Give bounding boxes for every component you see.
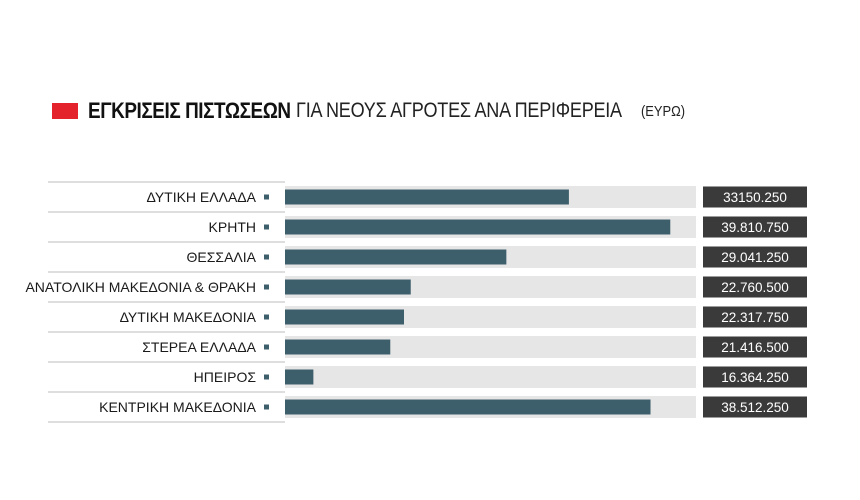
value-label: 29.041.250 xyxy=(721,250,789,265)
value-box xyxy=(703,246,807,268)
bar xyxy=(285,309,405,325)
title-rest: ΓΙΑ ΝΕΟΥΣ ΑΓΡΟΤΕΣ ΑΝΑ ΠΕΡΙΦΕΡΕΙΑ xyxy=(295,99,622,122)
value-box xyxy=(703,306,807,328)
bar xyxy=(285,399,651,415)
row-marker xyxy=(264,284,269,290)
category-label: ΚΕΝΤΡΙΚΗ ΜΑΚΕΔΟΝΙΑ xyxy=(99,399,257,415)
value-label: 16.364.250 xyxy=(721,370,789,385)
row-marker xyxy=(264,404,269,410)
bar-track xyxy=(285,366,696,388)
value-label: 33150.250 xyxy=(723,190,787,205)
title-bold: ΕΓΚΡΙΣΕΙΣ ΠΙΣΤΩΣΕΩΝ xyxy=(88,98,291,123)
value-box xyxy=(703,366,807,388)
value-box xyxy=(703,336,807,358)
bar xyxy=(285,369,314,385)
title-marker xyxy=(52,103,78,119)
row-marker xyxy=(264,194,269,200)
value-box xyxy=(703,396,807,418)
value-box xyxy=(703,186,807,208)
bar xyxy=(285,279,411,295)
value-label: 21.416.500 xyxy=(721,340,789,355)
value-box xyxy=(703,276,807,298)
category-label: ΑΝΑΤΟΛΙΚΗ ΜΑΚΕΔΟΝΙΑ & ΘΡΑΚΗ xyxy=(25,279,256,295)
bar xyxy=(285,339,391,355)
bar xyxy=(285,249,507,265)
value-box xyxy=(703,216,807,238)
category-label: ΚΡΗΤΗ xyxy=(209,219,256,235)
row-marker xyxy=(264,224,269,230)
row-marker xyxy=(264,254,269,260)
bar xyxy=(285,189,569,205)
value-label: 22.760.500 xyxy=(721,280,789,295)
title-unit: (ΕΥΡΩ) xyxy=(640,102,685,120)
row-marker xyxy=(264,314,269,320)
value-label: 22.317.750 xyxy=(721,310,789,325)
value-label: 39.810.750 xyxy=(721,220,789,235)
category-label: ΣΤΕΡΕΑ ΕΛΛΑΔΑ xyxy=(142,339,256,355)
category-label: ΔΥΤΙΚΗ ΜΑΚΕΔΟΝΙΑ xyxy=(120,309,257,325)
bar xyxy=(285,219,671,235)
category-label: ΘΕΣΣΑΛΙΑ xyxy=(187,249,257,265)
chart-title: ΕΓΚΡΙΣΕΙΣ ΠΙΣΤΩΣΕΩΝ ΓΙΑ ΝΕΟΥΣ ΑΓΡΟΤΕΣ ΑΝ… xyxy=(52,98,692,124)
category-label: ΗΠΕΙΡΟΣ xyxy=(194,369,257,385)
category-label: ΔΥΤΙΚΗ ΕΛΛΑΔΑ xyxy=(147,189,257,205)
row-marker xyxy=(264,374,269,380)
value-label: 38.512.250 xyxy=(721,400,789,415)
row-marker xyxy=(264,344,269,350)
